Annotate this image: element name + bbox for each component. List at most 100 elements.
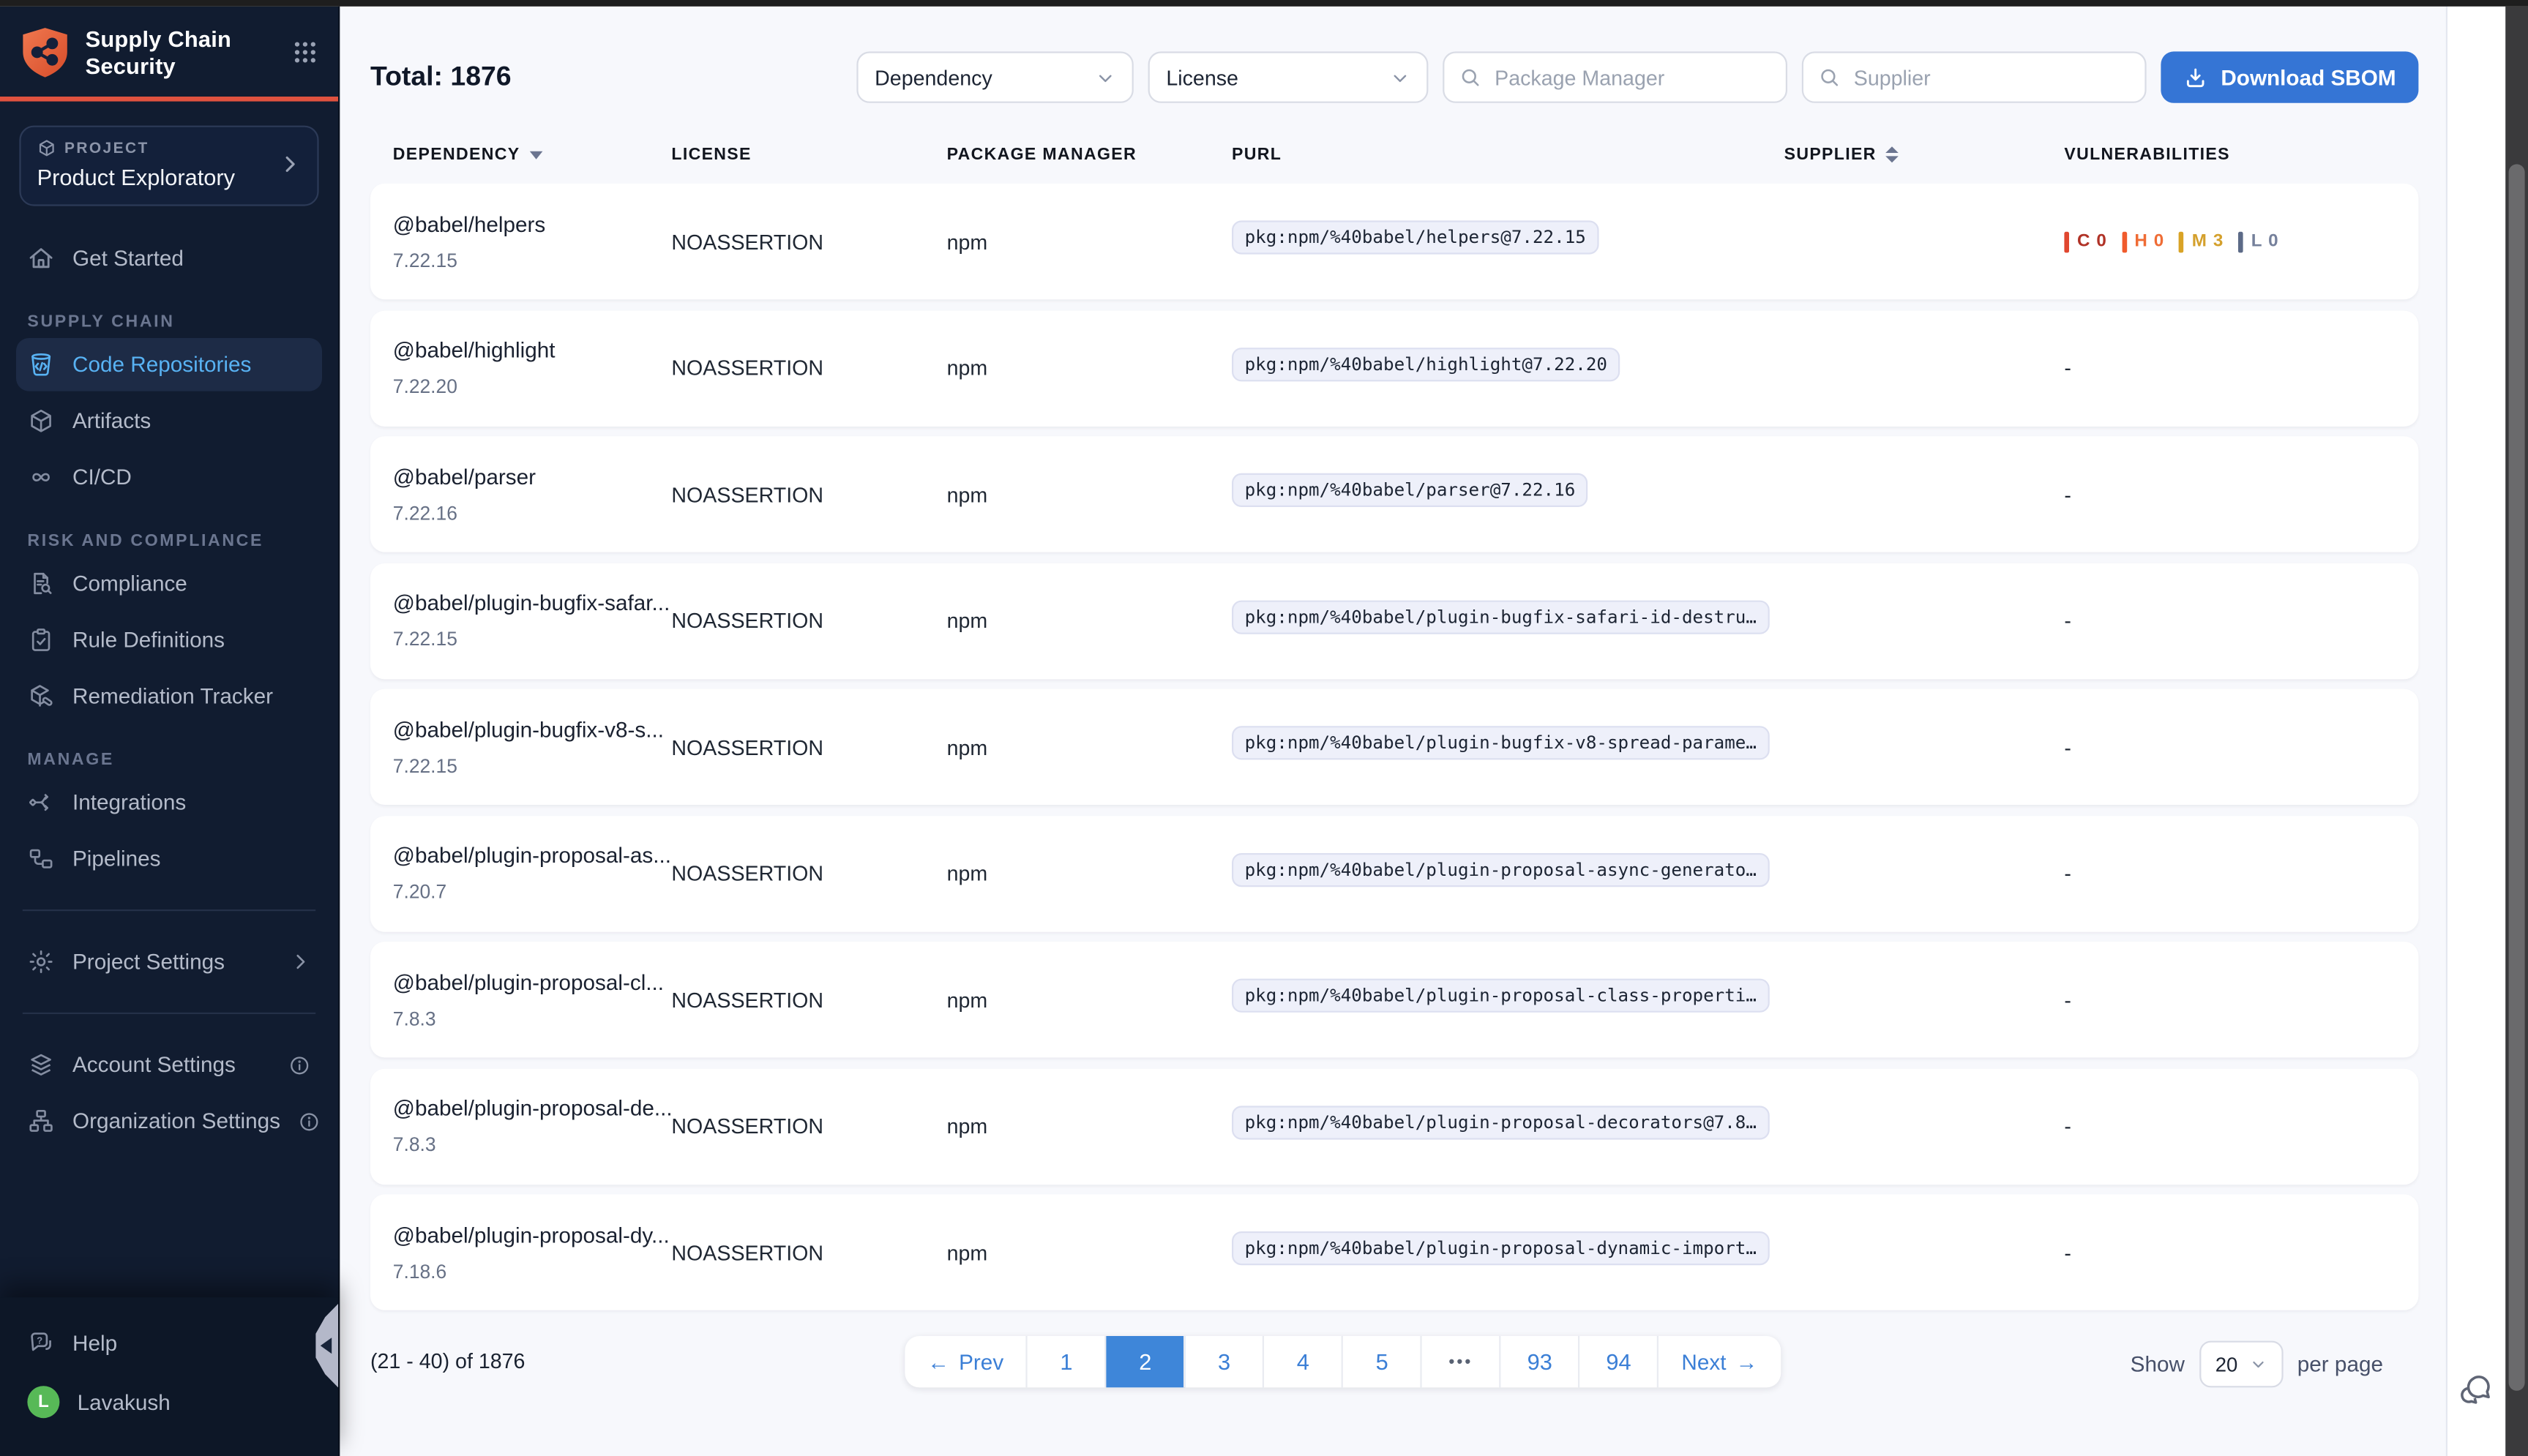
dependency-filter-select[interactable]: Dependency	[856, 51, 1134, 103]
low-badge: L 0	[2238, 230, 2278, 252]
critical-bar	[2064, 230, 2069, 252]
dependency-name: @babel/helpers	[392, 211, 546, 236]
purl-chip[interactable]: pkg:npm/%40babel/plugin-proposal-async-g…	[1232, 852, 1770, 887]
right-arrow-icon: →	[1735, 1349, 1758, 1374]
sidebar-item-label: Remediation Tracker	[72, 684, 274, 708]
column-header-dependency[interactable]: DEPENDENCY	[393, 145, 672, 164]
license-cell: NOASSERTION	[671, 861, 824, 885]
sidebar-item-project-settings[interactable]: Project Settings	[16, 935, 322, 988]
page-button-93[interactable]: 93	[1501, 1336, 1580, 1388]
table-row[interactable]: @babel/plugin-bugfix-v8-s... 7.22.15 NOAS…	[370, 688, 2419, 805]
dependency-version: 7.22.15	[392, 248, 457, 271]
section-manage: MANAGE	[27, 750, 114, 770]
project-selector[interactable]: PROJECT Product Exploratory	[19, 125, 319, 206]
purl-chip[interactable]: pkg:npm/%40babel/plugin-bugfix-v8-spread…	[1232, 726, 1770, 760]
sidebar-item-label: Organization Settings	[72, 1108, 280, 1133]
vulnerabilities-empty: -	[2064, 861, 2071, 885]
purl-chip[interactable]: pkg:npm/%40babel/helpers@7.22.15	[1232, 220, 1599, 255]
prev-page-button[interactable]: ← Prev	[905, 1336, 1028, 1388]
license-filter-select[interactable]: License	[1148, 51, 1429, 103]
page-button-1[interactable]: 1	[1028, 1336, 1107, 1388]
table-row[interactable]: @babel/helpers 7.22.15 NOASSERTION npm pk…	[370, 183, 2419, 300]
purl-chip[interactable]: pkg:npm/%40babel/plugin-bugfix-safari-id…	[1232, 599, 1770, 634]
package-manager-cell: npm	[946, 356, 988, 380]
purl-chip[interactable]: pkg:npm/%40babel/plugin-proposal-decorat…	[1232, 1105, 1770, 1139]
sidebar: Supply Chain Security PROJECT Product Ex…	[0, 6, 340, 1456]
main-panel: Total: 1876 Dependency License	[338, 6, 2447, 1456]
page-scrollbar[interactable]	[2505, 6, 2528, 1456]
package-manager-input[interactable]	[1491, 63, 1772, 91]
table-row[interactable]: @babel/plugin-proposal-dy... 7.18.6 NOASS…	[370, 1194, 2419, 1310]
page-button-2-active[interactable]: 2	[1106, 1336, 1186, 1388]
table-row[interactable]: @babel/parser 7.22.16 NOASSERTION npm pkg…	[370, 436, 2419, 552]
column-header-license: LICENSE	[671, 145, 752, 165]
info-icon[interactable]	[298, 1110, 321, 1133]
search-icon	[1462, 69, 1480, 86]
user-menu[interactable]: L Lavakush	[16, 1373, 322, 1431]
section-risk-and-compliance: RISK AND COMPLIANCE	[27, 531, 264, 551]
dependency-version: 7.8.3	[392, 1133, 436, 1156]
download-sbom-label: Download SBOM	[2221, 65, 2396, 90]
chevron-right-icon	[285, 156, 295, 172]
dependency-table: @babel/helpers 7.22.15 NOASSERTION npm pk…	[370, 183, 2419, 1310]
page-button-94[interactable]: 94	[1580, 1336, 1659, 1388]
gear-icon	[27, 948, 54, 975]
info-icon[interactable]	[288, 1054, 311, 1076]
sidebar-item-code-repositories[interactable]: Code Repositories	[16, 338, 322, 391]
app-grid-icon[interactable]	[291, 39, 318, 66]
next-page-button[interactable]: Next →	[1681, 1349, 1758, 1374]
dependency-filter-value: Dependency	[875, 65, 992, 90]
page-size-select[interactable]: 20	[2199, 1340, 2283, 1388]
table-row[interactable]: @babel/plugin-proposal-de... 7.8.3 NOASSE…	[370, 1067, 2419, 1185]
code-bucket-icon	[27, 351, 54, 378]
page-button-3[interactable]: 3	[1186, 1336, 1265, 1388]
dependency-version: 7.22.16	[392, 501, 457, 525]
table-row[interactable]: @babel/plugin-proposal-cl... 7.8.3 NOASSE…	[370, 942, 2419, 1058]
table-row[interactable]: @babel/plugin-proposal-as... 7.20.7 NOASS…	[370, 815, 2419, 931]
sidebar-item-label: CI/CD	[72, 465, 132, 489]
sidebar-item-integrations[interactable]: Integrations	[16, 776, 322, 829]
license-cell: NOASSERTION	[671, 608, 824, 633]
sidebar-divider	[22, 1012, 316, 1014]
high-bar	[2121, 230, 2127, 252]
sidebar-footer: ? Help L Lavakush	[0, 1297, 338, 1456]
sidebar-item-pipelines[interactable]: Pipelines	[16, 832, 322, 885]
dependency-version: 7.22.15	[392, 754, 457, 777]
purl-chip[interactable]: pkg:npm/%40babel/plugin-proposal-dynamic…	[1232, 1231, 1770, 1266]
page-button-4[interactable]: 4	[1265, 1336, 1344, 1388]
vulnerabilities-empty: -	[2064, 1114, 2071, 1138]
column-header-supplier[interactable]: SUPPLIER	[1784, 145, 2065, 164]
package-manager-cell: npm	[946, 735, 988, 759]
sidebar-item-compliance[interactable]: Compliance	[16, 557, 322, 610]
purl-chip[interactable]: pkg:npm/%40babel/parser@7.22.16	[1232, 473, 1588, 507]
sidebar-item-remediation-tracker[interactable]: Remediation Tracker	[16, 669, 322, 723]
table-row[interactable]: @babel/highlight 7.22.20 NOASSERTION npm …	[370, 309, 2419, 426]
chat-support-icon[interactable]	[2457, 1371, 2496, 1418]
sidebar-item-cicd[interactable]: CI/CD	[16, 451, 322, 504]
user-name: Lavakush	[77, 1389, 171, 1414]
vulnerability-badges: C 0 H 0 M 3 L 0	[2064, 230, 2418, 252]
table-row[interactable]: @babel/plugin-bugfix-safar... 7.22.15 NOA…	[370, 562, 2419, 679]
vulnerabilities-empty: -	[2064, 481, 2071, 506]
sidebar-item-organization-settings[interactable]: Organization Settings	[16, 1095, 322, 1148]
dependency-name: @babel/plugin-bugfix-v8-s...	[392, 717, 665, 742]
purl-chip[interactable]: pkg:npm/%40babel/highlight@7.22.20	[1232, 347, 1620, 381]
clipboard-check-icon	[27, 626, 54, 653]
supplier-input[interactable]	[1850, 63, 2131, 91]
vulnerabilities-empty: -	[2064, 735, 2071, 759]
purl-chip[interactable]: pkg:npm/%40babel/plugin-proposal-class-p…	[1232, 978, 1770, 1013]
page-button-5[interactable]: 5	[1343, 1336, 1423, 1388]
sidebar-item-rule-definitions[interactable]: Rule Definitions	[16, 613, 322, 667]
sidebar-item-help[interactable]: ? Help	[16, 1317, 322, 1370]
sidebar-item-label: Help	[72, 1331, 118, 1356]
sidebar-item-label: Project Settings	[72, 950, 225, 974]
show-label: Show	[2130, 1352, 2185, 1376]
sidebar-item-label: Integrations	[72, 790, 187, 815]
sidebar-item-get-started[interactable]: Get Started	[16, 232, 322, 285]
download-sbom-button[interactable]: Download SBOM	[2161, 51, 2419, 103]
sidebar-item-account-settings[interactable]: Account Settings	[16, 1038, 322, 1092]
scrollbar-thumb[interactable]	[2508, 164, 2525, 1391]
license-cell: NOASSERTION	[671, 735, 824, 759]
package-icon	[39, 140, 54, 157]
sidebar-item-artifacts[interactable]: Artifacts	[16, 394, 322, 448]
